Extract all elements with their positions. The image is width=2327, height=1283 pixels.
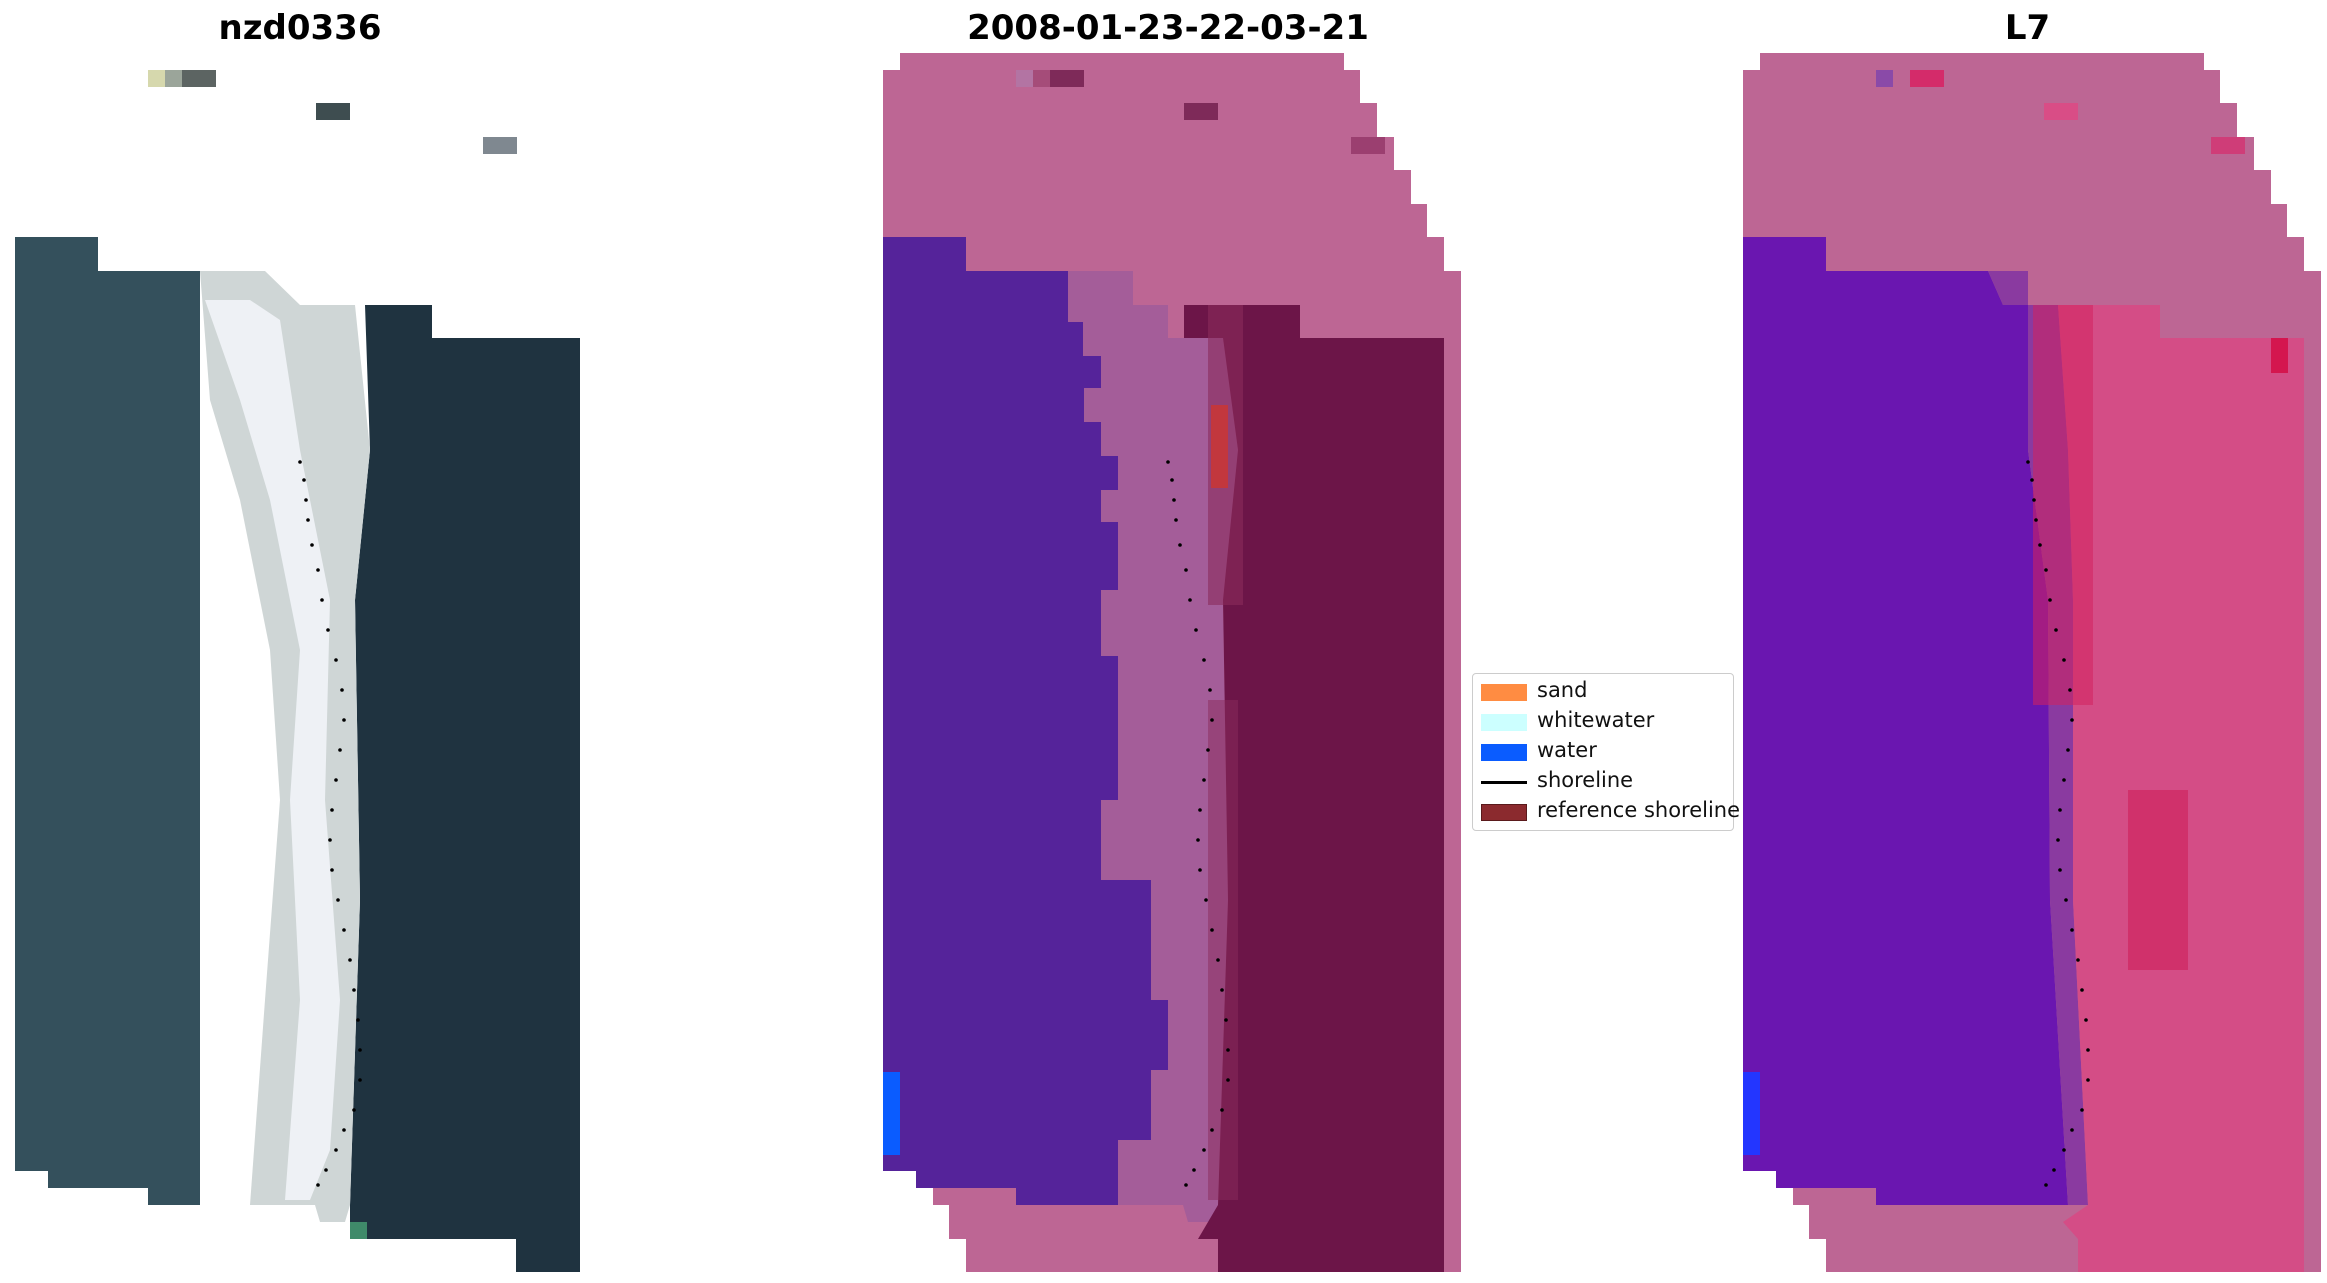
water-area	[883, 237, 1168, 1205]
legend-item-whitewater: whitewater	[1473, 706, 1733, 736]
land-red-patch	[2033, 305, 2093, 705]
panel-title-classified: 2008-01-23-22-03-21	[967, 8, 1369, 48]
shoreline-dots	[2026, 460, 2090, 1187]
image-patch	[2211, 137, 2245, 154]
panel-rgb: nzd0336	[0, 0, 600, 1283]
classified-image	[883, 53, 1461, 1272]
index-image	[1743, 53, 2321, 1272]
legend-swatch-reference-shoreline	[1481, 804, 1527, 821]
water-area	[15, 237, 200, 1205]
legend-label: shoreline	[1537, 768, 1634, 792]
legend-item-water: water	[1473, 736, 1733, 766]
water-area	[1743, 237, 2068, 1205]
panel-index: L7	[1728, 0, 2327, 1283]
shoreline-dots	[298, 460, 362, 1187]
legend-label: sand	[1537, 678, 1588, 702]
legend-item-reference-shoreline: reference shoreline	[1473, 796, 1740, 826]
legend: sand whitewater water shoreline referenc…	[1472, 673, 1740, 831]
legend-swatch-water	[1481, 744, 1527, 761]
legend-line-shoreline	[1481, 781, 1527, 784]
legend-swatch-whitewater	[1481, 714, 1527, 731]
land-area	[2028, 305, 2304, 1272]
image-patch	[1016, 70, 1033, 87]
vegetation-patch	[350, 1222, 367, 1239]
whitewater-band	[205, 300, 340, 1200]
image-patch	[165, 70, 182, 87]
legend-label: reference shoreline	[1537, 798, 1741, 822]
image-patch	[1876, 70, 1893, 87]
image-patch	[483, 137, 517, 154]
legend-item-sand: sand	[1473, 676, 1733, 706]
land-red-patch	[2128, 790, 2188, 970]
legend-label: whitewater	[1537, 708, 1655, 732]
land-highlight	[1208, 700, 1238, 1200]
legend-swatch-sand	[1481, 684, 1527, 701]
land-area	[1184, 305, 1444, 1272]
sand-band	[1068, 271, 1238, 1222]
land-red-patch	[2271, 338, 2288, 373]
rgb-image	[15, 70, 580, 1272]
image-patch	[148, 70, 165, 87]
red-patch	[1211, 405, 1228, 488]
water-class-patch	[883, 1072, 900, 1155]
image-patch	[1184, 103, 1218, 120]
panel-classified: 2008-01-23-22-03-21	[868, 0, 1468, 1283]
legend-label: water	[1537, 738, 1597, 762]
water-class-patch	[1743, 1072, 1760, 1155]
image-patch	[2044, 103, 2078, 120]
shoreline-dots	[1166, 460, 1230, 1187]
legend-item-shoreline: shoreline	[1473, 766, 1733, 796]
image-patch	[182, 70, 216, 87]
image-patch	[1351, 137, 1385, 154]
image-patch	[316, 103, 350, 120]
land-area	[350, 305, 580, 1272]
image-patch	[1050, 70, 1084, 87]
panel-title-index: L7	[2004, 8, 2051, 48]
panel-title-rgb: nzd0336	[218, 8, 382, 48]
image-patch	[1910, 70, 1944, 87]
